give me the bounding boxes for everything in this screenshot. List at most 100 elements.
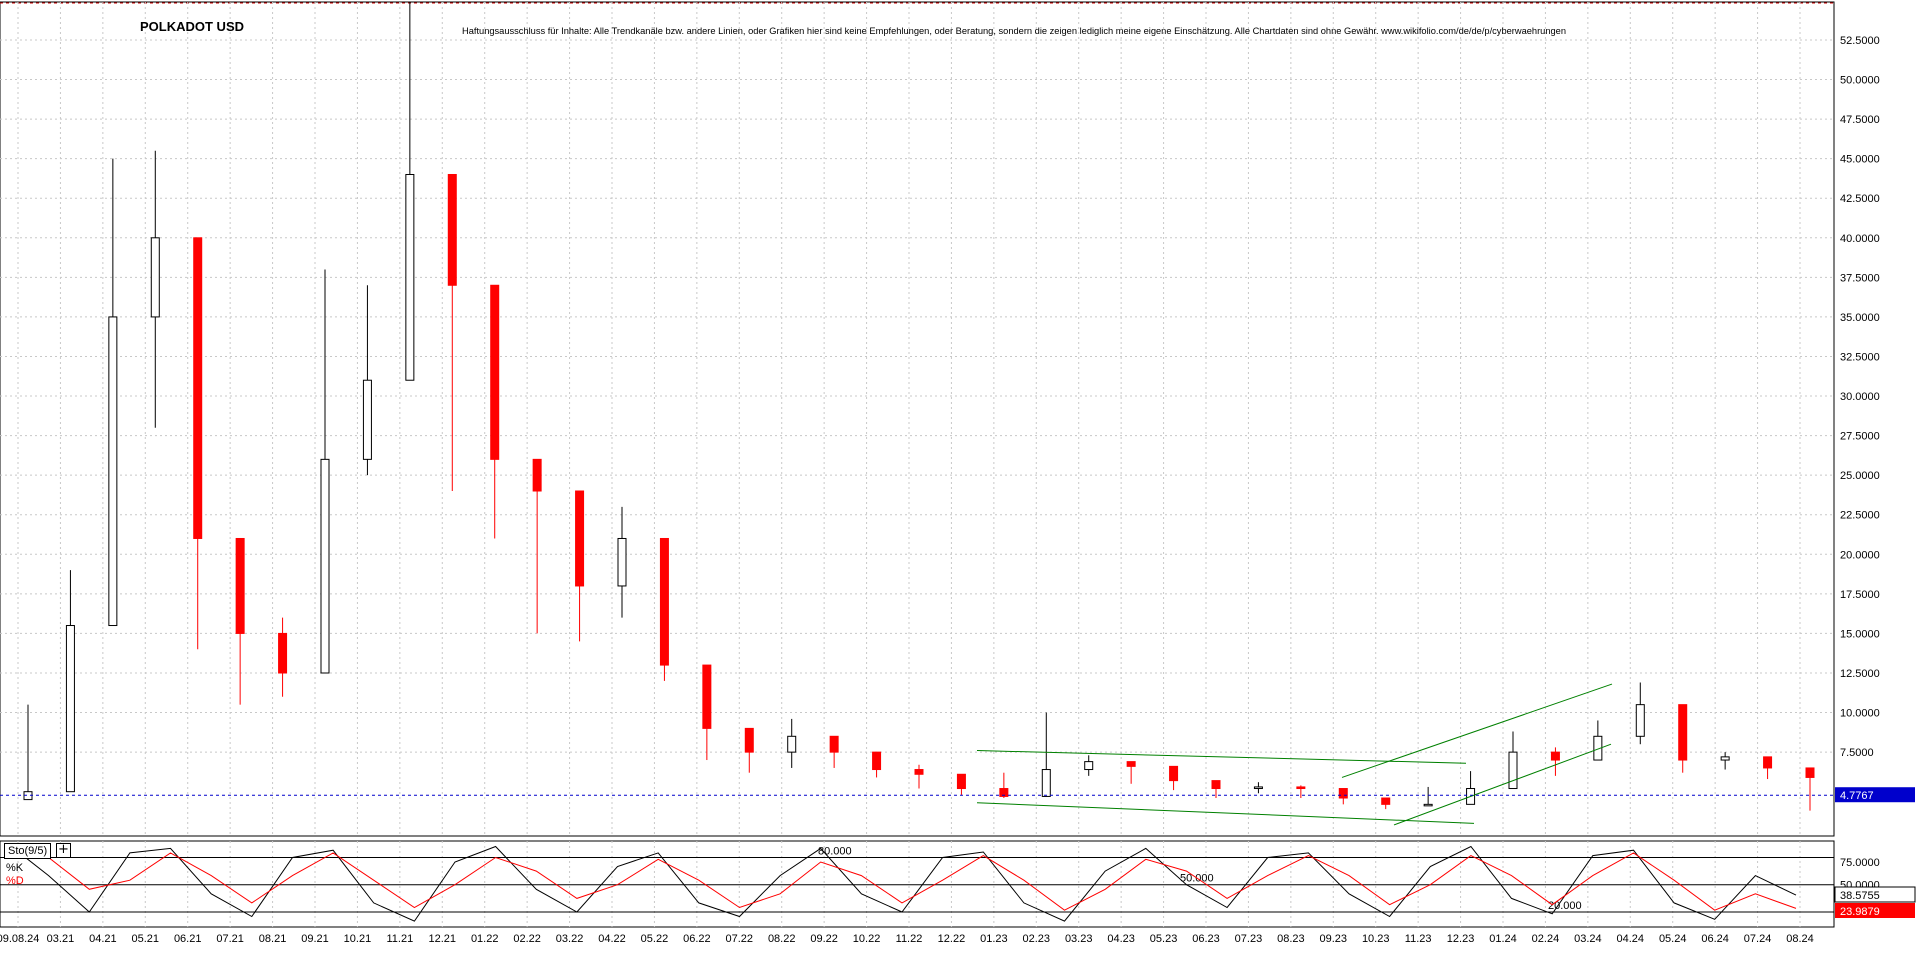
y-tick-label: 15.0000	[1840, 628, 1880, 640]
x-tick-label: 01.23	[980, 933, 1008, 945]
x-tick-label: 01.24	[1489, 933, 1517, 945]
x-tick-label: 08.24	[1786, 933, 1814, 945]
last-price-label: 4.7767	[1840, 790, 1874, 802]
candle-body	[1381, 797, 1391, 805]
candle-body	[108, 316, 118, 627]
x-tick-label: 09.21	[301, 933, 329, 945]
y-tick-label: 30.0000	[1840, 391, 1880, 403]
x-tick-label: 12.21	[429, 933, 457, 945]
candle-body	[1763, 756, 1773, 769]
y-tick-label: 17.5000	[1840, 589, 1880, 601]
stochastic-plot-area	[0, 840, 1835, 928]
trendline-ascending-lower	[1393, 743, 1612, 826]
x-tick-label: 03.24	[1574, 933, 1602, 945]
x-tick-label: 09.08.24	[0, 933, 39, 945]
y-tick-label: 22.5000	[1840, 510, 1880, 522]
x-tick-label: 08.22	[768, 933, 796, 945]
y-tick-label: 27.5000	[1840, 431, 1880, 443]
sto-value-badge	[1834, 886, 1916, 903]
x-tick-label: 10.22	[853, 933, 881, 945]
x-tick-label: 03.23	[1065, 933, 1093, 945]
candle-body	[1084, 761, 1094, 771]
trendline-descending-upper	[976, 750, 1467, 764]
x-tick-label: 09.22	[810, 933, 838, 945]
candle-body	[702, 664, 712, 729]
y-tick-label: 42.5000	[1840, 193, 1880, 205]
y-tick-label: 7.5000	[1840, 747, 1874, 759]
x-tick-label: 12.23	[1447, 933, 1475, 945]
disclaimer-text: Haftungsausschluss für Inhalte: Alle Tre…	[462, 26, 1566, 36]
candle-body	[575, 490, 585, 587]
candle-body	[490, 284, 500, 460]
x-tick-label: 06.21	[174, 933, 202, 945]
y-tick-label: 37.5000	[1840, 272, 1880, 284]
candle-body	[872, 751, 882, 771]
sto-value-label: 38.5755	[1840, 890, 1880, 902]
x-tick-label: 03.21	[47, 933, 75, 945]
candle-body	[787, 735, 797, 753]
y-tick-label: 25.0000	[1840, 470, 1880, 482]
candle-body	[320, 458, 330, 674]
y-tick-label: 12.5000	[1840, 668, 1880, 680]
candle-body	[1423, 803, 1433, 807]
x-tick-label: 02.22	[513, 933, 541, 945]
trendline-ascending-upper	[1341, 683, 1613, 778]
y-tick-label: 45.0000	[1840, 154, 1880, 166]
x-tick-label: 11.21	[386, 933, 413, 945]
candles-group	[23, 2, 1815, 811]
sto-legend-k: %K	[6, 862, 24, 874]
x-tick-label: 07.22	[726, 933, 754, 945]
sto-level-label: 20.000	[1548, 900, 1582, 912]
y-tick-label: 47.5000	[1840, 114, 1880, 126]
candle-body	[1253, 786, 1263, 790]
x-tick-label: 10.21	[344, 933, 372, 945]
candle-body	[914, 769, 924, 775]
trendlines-group	[976, 683, 1613, 826]
candle-body	[956, 773, 966, 790]
y-tick-label: 40.0000	[1840, 233, 1880, 245]
y-tick-label: 20.0000	[1840, 549, 1880, 561]
add-indicator-button[interactable]: +	[56, 843, 71, 858]
x-tick-label: 11.22	[896, 933, 923, 945]
candle-body	[193, 237, 203, 539]
sto-series-d	[7, 852, 1797, 911]
x-tick-label: 05.24	[1659, 933, 1687, 945]
candle-body	[278, 632, 288, 674]
x-tick-label: 04.23	[1107, 933, 1135, 945]
candle-body	[1550, 751, 1560, 761]
candle-body	[532, 458, 542, 492]
sto-value-label: 23.9879	[1840, 906, 1880, 918]
candle-body	[1126, 761, 1136, 767]
sto-value-badge	[1835, 903, 1915, 918]
x-tick-label: 01.22	[471, 933, 499, 945]
candle-body	[1678, 704, 1688, 761]
y-tick-label: 50.0000	[1840, 75, 1880, 87]
candle-body	[829, 735, 839, 753]
trendline-descending-lower	[976, 802, 1475, 824]
candle-body	[1169, 765, 1179, 782]
x-tick-label: 03.22	[556, 933, 584, 945]
sto-legend-d: %D	[6, 875, 24, 887]
candle-body	[1720, 756, 1730, 761]
x-tick-label: 05.22	[641, 933, 669, 945]
candle-body	[1593, 735, 1603, 761]
x-tick-label: 08.23	[1277, 933, 1305, 945]
y-tick-label: 52.5000	[1840, 35, 1880, 47]
candle-body	[1805, 767, 1815, 778]
x-tick-label: 09.23	[1320, 933, 1348, 945]
sto-indicator-button[interactable]: Sto(9/5)	[4, 843, 52, 859]
candle-body	[65, 625, 75, 793]
x-tick-label: 04.22	[598, 933, 626, 945]
sto-level-label: 50.000	[1180, 873, 1214, 885]
chart-title: POLKADOT USD	[140, 19, 244, 34]
x-tick-label: 04.21	[89, 933, 117, 945]
candle-body	[999, 788, 1009, 797]
candle-body	[1338, 788, 1348, 799]
main-plot-area	[0, 1, 1835, 837]
y-tick-label: 35.0000	[1840, 312, 1880, 324]
x-tick-label: 06.24	[1701, 933, 1729, 945]
sto-y-tick-label: 75.0000	[1840, 857, 1880, 869]
candle-body	[744, 727, 754, 753]
candle-body	[405, 173, 415, 381]
